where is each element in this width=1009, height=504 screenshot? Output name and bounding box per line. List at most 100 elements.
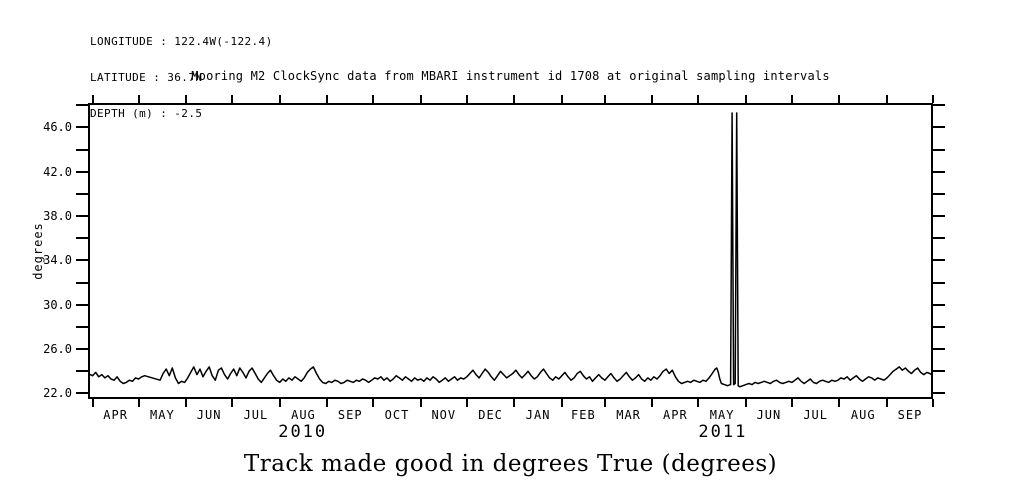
- y-tick-label: 30.0: [43, 297, 72, 312]
- x-axis-tick-top: [278, 95, 281, 103]
- x-axis-tick-top: [465, 95, 468, 103]
- y-axis-tick-left: [76, 104, 88, 107]
- y-axis-tick-right: [933, 237, 945, 240]
- y-axis-tick-left: [76, 237, 88, 240]
- y-axis-tick-left: [76, 325, 88, 328]
- x-tick-label-month: AUG: [850, 408, 876, 422]
- y-tick-label: 34.0: [43, 253, 72, 268]
- y-axis-tick-right: [933, 192, 945, 195]
- x-axis-tick-top: [185, 95, 188, 103]
- x-axis-tick-bottom: [278, 399, 281, 407]
- x-axis-tick-top: [744, 95, 747, 103]
- x-axis-tick-bottom: [91, 399, 94, 407]
- x-axis-tick-bottom: [326, 399, 329, 407]
- x-axis-tick-top: [838, 95, 841, 103]
- y-axis-tick-right: [933, 348, 945, 351]
- x-axis-year-label: 2010: [278, 422, 328, 442]
- x-axis-tick-bottom: [651, 399, 654, 407]
- y-axis-tick-left: [76, 192, 88, 195]
- y-axis-tick-left: [76, 148, 88, 151]
- x-axis-tick-top: [372, 95, 375, 103]
- x-tick-label-month: JUL: [803, 408, 829, 422]
- x-axis-tick-top: [932, 95, 934, 103]
- depth-text: DEPTH (m) : -2.5: [90, 107, 203, 120]
- x-axis-tick-top: [419, 95, 422, 103]
- x-tick-label-month: FEB: [571, 408, 596, 422]
- x-tick-label-month: OCT: [384, 408, 410, 422]
- x-axis-tick-bottom: [790, 399, 793, 407]
- data-line: [88, 112, 933, 388]
- y-axis-tick-right: [933, 148, 945, 151]
- y-tick-label: 22.0: [43, 386, 72, 401]
- x-axis-tick-top: [697, 95, 700, 103]
- y-axis-tick-right: [933, 126, 945, 129]
- x-axis-tick-bottom: [231, 399, 234, 407]
- latitude-text: LATITUDE : 36.7N: [90, 71, 203, 84]
- x-axis-tick-bottom: [137, 399, 140, 407]
- y-axis-tick-left: [76, 392, 88, 395]
- x-tick-label-month: DEC: [478, 408, 503, 422]
- x-axis-tick-bottom: [744, 399, 747, 407]
- x-axis-tick-top: [513, 95, 516, 103]
- x-axis-tick-bottom: [372, 399, 375, 407]
- x-axis-year-label: 2011: [698, 422, 748, 442]
- x-axis-tick-bottom: [419, 399, 422, 407]
- y-axis-tick-right: [933, 325, 945, 328]
- x-axis-tick-bottom: [185, 399, 188, 407]
- x-axis-tick-top: [326, 95, 329, 103]
- y-axis-tick-right: [933, 370, 945, 373]
- x-tick-label-month: JUL: [243, 408, 269, 422]
- x-tick-label-month: JUN: [196, 408, 222, 422]
- x-tick-label-month: MAR: [616, 408, 641, 422]
- caption: Track made good in degrees True (degrees…: [243, 451, 778, 477]
- x-axis-tick-bottom: [932, 399, 934, 407]
- x-axis-tick-top: [137, 95, 140, 103]
- chart-title: Mooring M2 ClockSync data from MBARI ins…: [191, 69, 830, 83]
- y-axis-tick-right: [933, 259, 945, 262]
- y-axis-tick-left: [76, 281, 88, 284]
- y-tick-label: 38.0: [43, 209, 72, 224]
- y-axis-label: degrees: [31, 222, 45, 280]
- x-axis-tick-bottom: [603, 399, 606, 407]
- x-tick-label-month: MAY: [150, 408, 175, 422]
- x-tick-label-month: SEP: [897, 408, 923, 422]
- y-axis-tick-right: [933, 170, 945, 173]
- y-axis-tick-right: [933, 215, 945, 218]
- x-axis-tick-top: [560, 95, 563, 103]
- x-axis-tick-top: [231, 95, 234, 103]
- x-axis-tick-top: [885, 95, 888, 103]
- x-axis-tick-bottom: [465, 399, 468, 407]
- x-tick-label-month: AUG: [291, 408, 316, 422]
- x-tick-label-month: APR: [103, 408, 128, 422]
- x-axis-tick-top: [651, 95, 654, 103]
- y-axis-tick-right: [933, 303, 945, 306]
- x-axis-tick-bottom: [885, 399, 888, 407]
- x-tick-label-month: APR: [663, 408, 688, 422]
- x-tick-label-month: NOV: [431, 408, 457, 422]
- x-axis-tick-top: [790, 95, 793, 103]
- x-tick-label-month: SEP: [337, 408, 363, 422]
- x-tick-label-month: JUN: [756, 408, 782, 422]
- y-tick-label: 46.0: [43, 120, 72, 135]
- plot-frame: [88, 103, 933, 399]
- y-tick-label: 42.0: [43, 164, 72, 179]
- location-header: LONGITUDE : 122.4W(-122.4) LATITUDE : 36…: [90, 12, 273, 144]
- x-axis-tick-bottom: [838, 399, 841, 407]
- x-axis-tick-bottom: [560, 399, 563, 407]
- x-axis-tick-top: [603, 95, 606, 103]
- y-axis-tick-left: [76, 215, 88, 218]
- y-axis-tick-left: [76, 303, 88, 306]
- x-axis-tick-bottom: [697, 399, 700, 407]
- y-axis-tick-left: [76, 348, 88, 351]
- y-axis-tick-right: [933, 392, 945, 395]
- x-axis-tick-bottom: [513, 399, 516, 407]
- plot-area: [88, 112, 933, 388]
- longitude-text: LONGITUDE : 122.4W(-122.4): [90, 35, 273, 48]
- y-axis-tick-left: [76, 170, 88, 173]
- x-axis-tick-top: [91, 95, 94, 103]
- y-axis-tick-right: [933, 104, 945, 107]
- y-axis-tick-right: [933, 281, 945, 284]
- y-axis-tick-left: [76, 370, 88, 373]
- y-axis-tick-left: [76, 259, 88, 262]
